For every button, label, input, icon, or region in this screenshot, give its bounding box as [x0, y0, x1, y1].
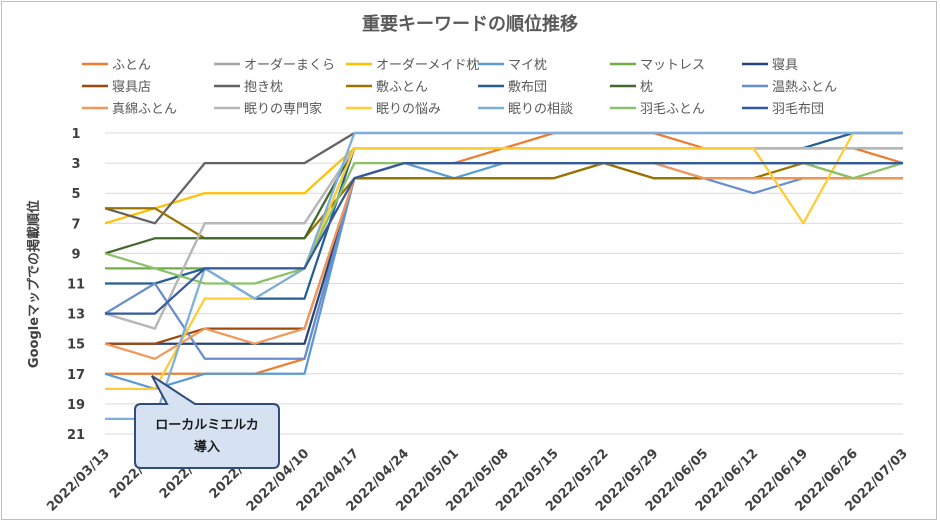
y-axis-label: Googleマップでの掲載順位 [26, 200, 42, 368]
x-tick-label: 2022/03/13 [44, 446, 112, 514]
legend-entry: 眠りの専門家 [244, 101, 322, 117]
y-tick-label: 1 [71, 127, 80, 142]
series-line [105, 131, 903, 300]
legend-entry: マイ枕 [508, 58, 547, 73]
series-line [105, 161, 903, 240]
y-tick-label: 13 [67, 308, 85, 323]
y-tick-label: 17 [67, 368, 85, 383]
y-tick-label: 21 [67, 428, 85, 443]
y-tick-label: 15 [67, 338, 85, 353]
series-line [105, 146, 903, 270]
legend-entry: 温熱ふとん [772, 80, 837, 95]
y-tick-label: 7 [71, 217, 80, 232]
callout-text: ローカルミエルカ [155, 418, 259, 433]
y-tick-label: 9 [71, 247, 80, 262]
legend-entry: マットレス [640, 58, 705, 73]
series-lines [104, 131, 904, 421]
series-line [104, 146, 903, 225]
legend-entry: 敷布団 [508, 80, 547, 95]
series-line [105, 161, 903, 315]
legend-entry: 眠りの悩み [376, 102, 441, 117]
legend-entry: 羽毛布団 [772, 102, 824, 117]
y-tick-label: 19 [67, 398, 85, 413]
legend-entry: 寝具店 [112, 79, 151, 95]
legend-entry: 真綿ふとん [112, 102, 177, 117]
series-line [105, 131, 903, 421]
y-tick-label: 5 [71, 187, 80, 202]
legend-entry: オーダーメイド枕 [376, 58, 479, 73]
y-tick-label: 3 [71, 157, 80, 172]
series-line [104, 161, 903, 391]
callout-box [134, 374, 280, 469]
series-line [105, 131, 903, 391]
legend-entry: 敷ふとん [376, 80, 428, 95]
callout-text: 導入 [194, 439, 220, 455]
y-tick-label: 11 [67, 278, 85, 293]
legend-entry: 眠りの相談 [508, 101, 573, 117]
legend-entry: 寝具 [772, 57, 798, 73]
chart-title: 重要キーワードの順位推移 [362, 13, 578, 35]
legend-entry: ふとん [112, 58, 151, 73]
legend-entry: 抱き枕 [244, 79, 283, 95]
legend-entry: オーダーまくら [244, 58, 335, 73]
legend-entry: 羽毛ふとん [640, 102, 705, 117]
legend-entry: 枕 [640, 80, 653, 95]
